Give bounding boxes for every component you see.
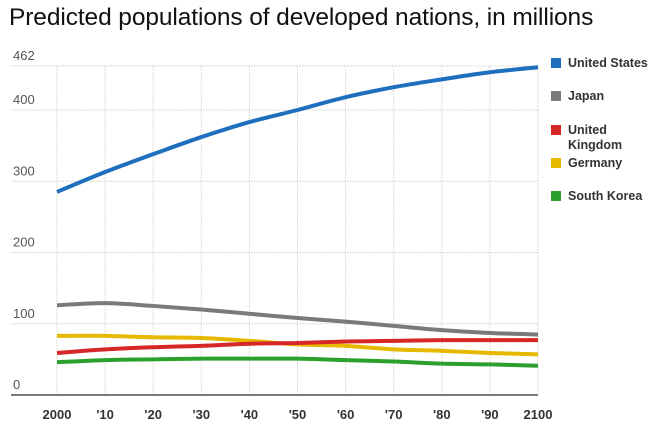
series-line-japan <box>56 301 539 337</box>
y-axis-ticks: 0 100 200 300 400 462 <box>13 48 35 392</box>
legend-swatch-germany <box>551 158 561 168</box>
y-tick-label: 0 <box>13 377 20 392</box>
legend-label: South Korea <box>568 189 643 203</box>
x-tick-label: '60 <box>337 407 355 422</box>
y-tick-label: 400 <box>13 92 35 107</box>
x-tick-label: '20 <box>144 407 162 422</box>
series-lines <box>56 65 539 368</box>
x-tick-label: 2100 <box>524 407 553 422</box>
y-tick-label: 300 <box>13 163 35 178</box>
x-tick-label: '40 <box>241 407 259 422</box>
x-tick-label: '10 <box>96 407 114 422</box>
x-tick-label: '90 <box>481 407 499 422</box>
x-tick-label: '50 <box>289 407 307 422</box>
x-tick-label: '30 <box>193 407 211 422</box>
series-line-south-korea <box>56 356 539 368</box>
chart-title: Predicted populations of developed natio… <box>9 4 594 31</box>
legend-label: United States <box>568 56 648 70</box>
series-line-united-kingdom <box>56 338 538 355</box>
y-tick-label: 100 <box>13 306 35 321</box>
x-axis-ticks: 2000 '10 '20 '30 '40 '50 '60 '70 '80 '90 2100 <box>43 407 553 422</box>
x-tick-label: '80 <box>433 407 451 422</box>
legend-swatch-japan <box>551 91 561 101</box>
legend-swatch-united-kingdom <box>551 125 561 135</box>
y-tick-label: 462 <box>13 48 35 63</box>
x-tick-label: '70 <box>385 407 403 422</box>
y-tick-label: 200 <box>13 235 35 250</box>
legend-swatch-south-korea <box>551 191 561 201</box>
legend-label: United Kingdom <box>568 123 623 152</box>
legend-label: Germany <box>568 156 623 170</box>
legend-swatch-united-states <box>551 58 561 68</box>
x-tick-label: 2000 <box>43 407 72 422</box>
series-line-united-states <box>56 65 539 194</box>
legend-label: Japan <box>568 89 605 103</box>
